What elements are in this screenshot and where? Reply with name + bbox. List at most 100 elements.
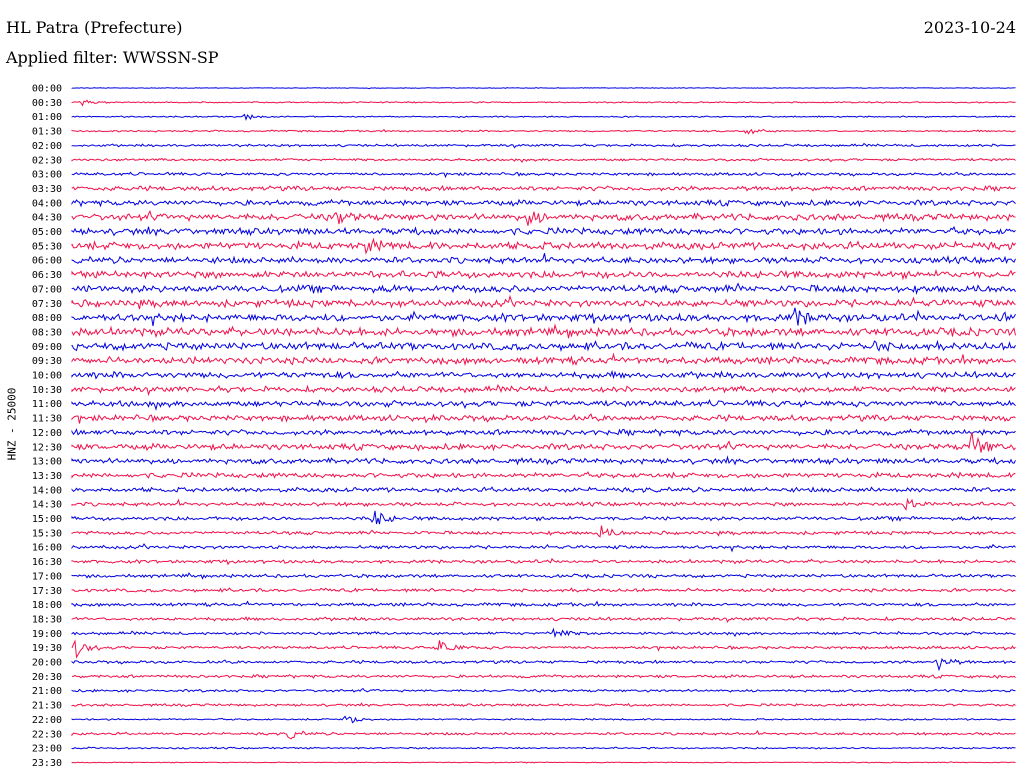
trace-line: [71, 294, 1016, 310]
trace-line: [71, 639, 1016, 659]
row-time-label: 00:30: [32, 98, 62, 109]
row-time-label: 17:30: [32, 586, 62, 597]
trace-line: [71, 384, 1016, 397]
row-time-label: 13:30: [32, 471, 62, 482]
row-time-label: 09:00: [32, 342, 62, 353]
row-time-label: 03:30: [32, 184, 62, 195]
row-time-label: 11:00: [32, 399, 62, 410]
trace-line: [71, 307, 1016, 327]
trace-line: [71, 113, 1016, 122]
trace-line: [71, 471, 1016, 479]
row-time-label: 18:00: [32, 600, 62, 611]
trace-line: [71, 557, 1016, 566]
trace-line: [71, 198, 1016, 208]
row-time-label: 16:30: [32, 557, 62, 568]
trace-line: [71, 171, 1016, 179]
trace-line: [71, 497, 1016, 511]
trace-line: [71, 455, 1016, 466]
trace-line: [71, 399, 1016, 412]
date-label: 2023-10-24: [923, 18, 1016, 37]
trace-line: [71, 687, 1016, 693]
trace-line: [71, 99, 1016, 107]
row-time-label: 04:00: [32, 198, 62, 209]
trace-line: [71, 339, 1016, 352]
row-time-label: 15:00: [32, 514, 62, 525]
row-time-label: 07:00: [32, 284, 62, 295]
row-time-label: 10:30: [32, 385, 62, 396]
row-time-label: 06:30: [32, 270, 62, 281]
row-time-label: 05:00: [32, 227, 62, 238]
trace-line: [71, 413, 1016, 424]
trace-line: [71, 142, 1016, 149]
row-time-label: 03:00: [32, 170, 62, 181]
row-time-label: 17:00: [32, 571, 62, 582]
trace-line: [71, 572, 1016, 580]
trace-line: [71, 237, 1016, 255]
trace-line: [71, 715, 1016, 724]
trace-line: [71, 352, 1016, 367]
row-time-label: 21:00: [32, 686, 62, 697]
trace-line: [71, 157, 1016, 164]
trace-line: [71, 282, 1016, 296]
trace-line: [71, 600, 1016, 608]
trace-line: [71, 525, 1016, 538]
row-time-label: 05:30: [32, 241, 62, 252]
row-time-label: 21:30: [32, 701, 62, 712]
row-time-label: 14:00: [32, 485, 62, 496]
trace-line: [71, 616, 1016, 623]
filter-label: Applied filter: WWSSN-SP: [6, 48, 219, 67]
trace-line: [71, 225, 1016, 237]
row-time-label: 22:30: [32, 729, 62, 740]
trace-line: [71, 323, 1016, 339]
row-time-label: 06:00: [32, 256, 62, 267]
row-time-label: 12:30: [32, 442, 62, 453]
trace-line: [71, 428, 1016, 438]
row-time-label: 01:30: [32, 127, 62, 138]
trace-line: [71, 729, 1016, 740]
row-time-label: 02:00: [32, 141, 62, 152]
trace-line: [71, 587, 1016, 593]
row-time-label: 01:00: [32, 112, 62, 123]
trace-line: [71, 269, 1016, 281]
row-time-label: 18:30: [32, 614, 62, 625]
row-time-label: 04:30: [32, 213, 62, 224]
row-time-label: 20:30: [32, 672, 62, 683]
row-time-label: 11:30: [32, 414, 62, 425]
row-time-label: 16:00: [32, 543, 62, 554]
row-time-label: 00:00: [32, 84, 62, 95]
trace-line: [71, 253, 1016, 265]
row-time-label: 12:00: [32, 428, 62, 439]
trace-line: [71, 432, 1016, 453]
row-time-label: 09:30: [32, 356, 62, 367]
trace-line: [71, 128, 1016, 135]
trace-line: [71, 369, 1016, 380]
row-time-label: 23:30: [32, 758, 62, 769]
row-time-label: 08:30: [32, 327, 62, 338]
row-time-label: 22:00: [32, 715, 62, 726]
row-time-label: 20:00: [32, 658, 62, 669]
row-time-label: 23:00: [32, 744, 62, 755]
row-time-label: 19:00: [32, 629, 62, 640]
trace-line: [71, 87, 1016, 90]
row-time-label: 02:30: [32, 155, 62, 166]
trace-line: [71, 486, 1016, 494]
trace-line: [71, 761, 1016, 764]
trace-line: [71, 184, 1016, 193]
row-time-label: 13:00: [32, 457, 62, 468]
row-time-label: 15:30: [32, 528, 62, 539]
row-time-label: 07:30: [32, 299, 62, 310]
trace-line: [71, 746, 1016, 750]
trace-line: [71, 702, 1016, 708]
trace-line: [71, 673, 1016, 680]
trace-line: [71, 657, 1016, 672]
trace-line: [71, 627, 1016, 639]
station-title: HL Patra (Prefecture): [6, 18, 183, 37]
trace-line: [71, 209, 1016, 226]
row-time-label: 14:30: [32, 500, 62, 511]
row-time-label: 08:00: [32, 313, 62, 324]
trace-line: [71, 510, 1016, 525]
row-time-label: 10:00: [32, 371, 62, 382]
trace-line: [71, 543, 1016, 553]
row-time-label: 19:30: [32, 643, 62, 654]
